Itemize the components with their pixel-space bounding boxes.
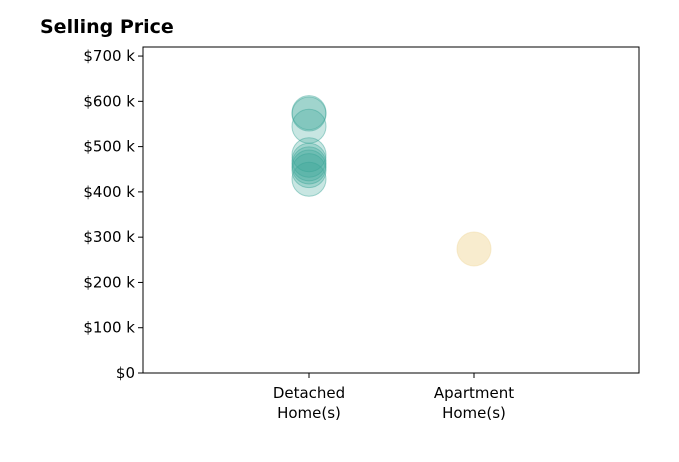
data-point [291, 95, 327, 131]
axis-ticks: $0 $100 k $200 k $300 k $400 k $500 k $600 k $7… [83, 47, 514, 422]
x-tick-label: Home(s) [442, 404, 506, 422]
y-tick-label: $200 k [83, 273, 135, 291]
x-tick-label: Apartment [434, 384, 514, 402]
y-tick-label: $400 k [83, 183, 135, 201]
x-tick-label: Detached [273, 384, 345, 402]
chart-title: Selling Price [40, 16, 174, 38]
y-tick-label: $300 k [83, 228, 135, 246]
data-points [291, 95, 492, 267]
data-point [291, 146, 327, 182]
x-tick-label: Home(s) [277, 404, 341, 422]
y-tick-label: $600 k [83, 92, 135, 110]
data-point [291, 149, 327, 185]
data-point [291, 142, 327, 178]
data-point [291, 161, 327, 197]
y-tick-label: $500 k [83, 138, 135, 156]
y-tick-label: $100 k [83, 319, 135, 337]
data-point [291, 153, 327, 189]
data-point [291, 96, 327, 132]
data-point [291, 108, 327, 144]
data-point [291, 137, 327, 173]
plot-frame [142, 46, 640, 374]
y-tick-label: $700 k [83, 47, 135, 65]
y-tick-label: $0 [116, 364, 135, 382]
data-point [456, 231, 492, 267]
